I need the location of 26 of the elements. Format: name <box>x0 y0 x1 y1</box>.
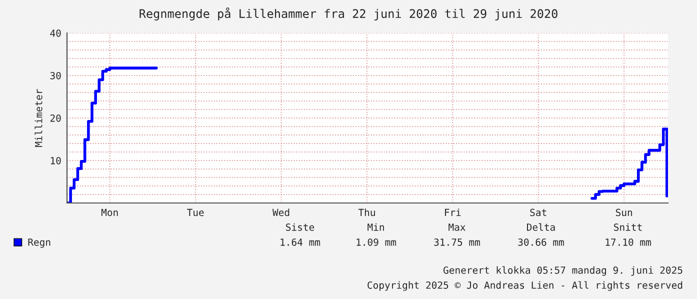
text: Delta <box>527 223 555 231</box>
x-tick-label: Tue <box>187 208 204 216</box>
text: 31.75 mm <box>434 238 480 246</box>
x-tick-label: Wed <box>272 208 290 216</box>
x-tick-label: Sun <box>616 208 632 216</box>
text: Generert klokka 05:57 mandag 9. juni 2025 <box>444 266 682 276</box>
text: Max <box>448 224 466 231</box>
text: 17.10 mm <box>606 238 651 246</box>
y-tick-label: 10 <box>50 157 61 164</box>
y-axis-title: Millimeter <box>34 89 42 147</box>
legend-label: Regn <box>28 238 50 248</box>
x-tick-label: Sat <box>530 208 546 216</box>
text: Copyright 2025 © Jo Andreas Lien - All rights reserved <box>368 281 682 291</box>
x-tick-label: Thu <box>358 208 375 216</box>
text: Siste <box>286 223 314 231</box>
y-tick-label: 30 <box>50 72 61 80</box>
x-tick-label: Fri <box>444 208 461 216</box>
x-tick-label: Mon <box>101 208 118 216</box>
text: 1.09 mm <box>356 238 396 246</box>
text: Snitt <box>614 223 642 231</box>
text: 1.64 mm <box>280 238 320 246</box>
text: Min <box>368 223 384 231</box>
text: 30.66 mm <box>518 238 564 246</box>
y-tick-label: 40 <box>50 30 61 37</box>
y-tick-label: 20 <box>50 114 61 122</box>
chart-title: Regnmengde på Lillehammer fra 22 juni 2020 til 29 juni 2020 <box>140 8 558 20</box>
